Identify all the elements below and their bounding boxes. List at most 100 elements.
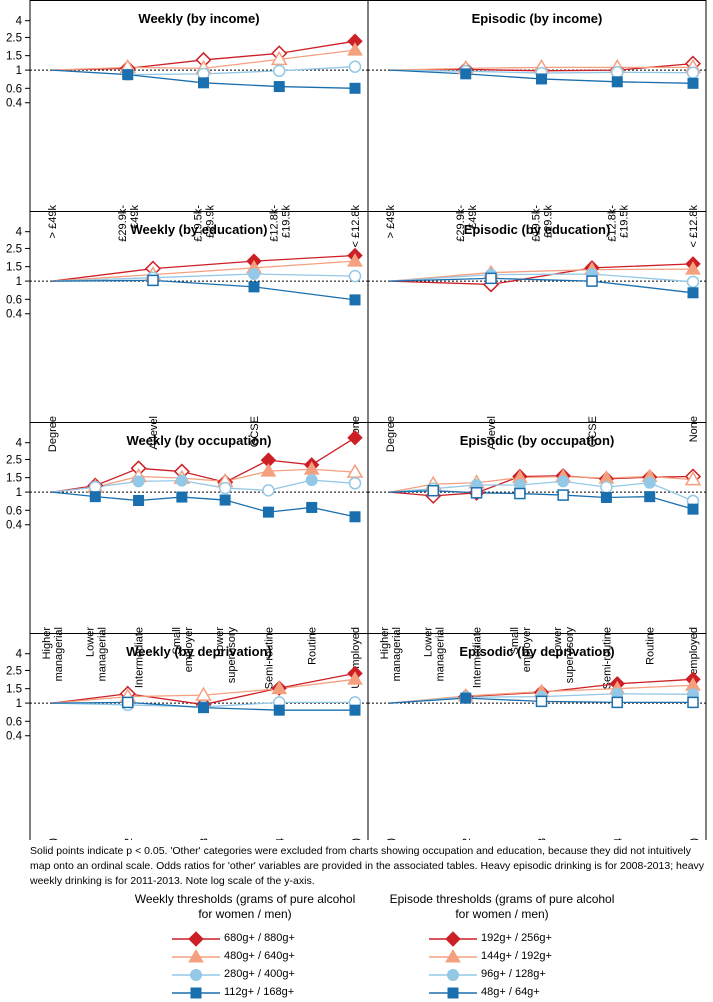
- legend-marker: [445, 931, 461, 947]
- legend-weekly-label-2: 480g+ / 640g+: [224, 950, 295, 962]
- data-point: [176, 491, 188, 503]
- data-point: [262, 506, 274, 518]
- legend-episodic-label-3: 96g+ / 128g+: [481, 968, 546, 980]
- data-point: [348, 477, 362, 490]
- data-point: [460, 692, 472, 704]
- data-point: [175, 474, 188, 487]
- x-category-label: Highermanagerial: [379, 627, 403, 682]
- series-line-1: [389, 263, 694, 286]
- y-tick-label: 1: [16, 276, 22, 288]
- figure-caption: Solid points indicate p < 0.05. 'Other' …: [30, 845, 707, 887]
- x-category-label: 4: [274, 838, 286, 840]
- data-point: [271, 680, 288, 695]
- series-line-4: [51, 279, 356, 301]
- x-category-label-line: supervisory: [564, 627, 576, 684]
- x-category-label-line: £19.5k-: [531, 205, 543, 242]
- x-category-label-line: Lower: [84, 627, 96, 657]
- chart-panel-6: Episodic (by occupation)Highermanagerial…: [367, 422, 707, 689]
- data-point: [460, 68, 472, 80]
- x-category-label-line: £29.9k-: [117, 205, 129, 242]
- x-category-label: Highermanagerial: [41, 627, 65, 682]
- data-point: [349, 294, 361, 306]
- y-tick-label: 2.5: [6, 32, 22, 44]
- data-point: [347, 671, 363, 685]
- x-category-label-line: £12.8k-: [268, 205, 280, 242]
- x-category-label: Unemployed: [688, 627, 700, 689]
- x-category-label: A-level: [486, 416, 498, 450]
- data-point: [685, 261, 701, 275]
- data-point: [535, 695, 548, 708]
- data-point: [218, 481, 232, 495]
- x-category-label-line: Higher: [379, 627, 391, 660]
- panel-frame: [29, 211, 369, 423]
- x-category-label-line: managerial: [434, 627, 446, 681]
- series-line-3: [51, 273, 356, 282]
- data-point: [122, 69, 134, 81]
- x-category-label-line: None: [688, 416, 700, 442]
- x-category-label-line: 2: [461, 838, 473, 840]
- y-tick-label: 0.4: [6, 731, 23, 743]
- data-point: [600, 480, 613, 494]
- x-category-label: < £12.8k: [688, 205, 700, 248]
- data-point: [586, 275, 598, 287]
- y-tick-label: 0.4: [6, 98, 23, 110]
- x-category-label-line: Semi-routine: [601, 627, 613, 689]
- y-tick-label: 2.5: [6, 454, 22, 466]
- y-tick-label: 0.4: [6, 520, 23, 532]
- data-point: [347, 430, 363, 446]
- chart-panel-2: Episodic (by income) > £49k £29.9k-£49k £19…: [367, 0, 707, 248]
- x-category-label-line: Routine: [645, 627, 657, 665]
- x-category-label-line: managerial: [391, 627, 403, 681]
- x-category-label: £19.5k-£29.9k: [531, 205, 555, 242]
- x-category-label-line: Degree: [385, 416, 397, 452]
- legend-weekly-label-3: 280g+ / 400g+: [224, 968, 295, 980]
- x-category-label-line: employer: [521, 627, 533, 673]
- legend-episodic-label-4: 48g+ / 64g+: [481, 986, 540, 998]
- x-category-label: < £12.8k: [350, 205, 362, 248]
- panel-title: Weekly (by occupation): [127, 433, 272, 448]
- y-tick-label: 1.5: [6, 684, 22, 696]
- x-category-label: Routine: [645, 627, 657, 665]
- series-line-2: [389, 268, 694, 282]
- x-category-label-line: managerial: [96, 627, 108, 681]
- x-category-label-line: £49k: [467, 205, 479, 229]
- x-category-label: Degree: [47, 416, 59, 452]
- y-tick-label: 1: [16, 698, 22, 710]
- data-point: [347, 42, 363, 56]
- data-point: [687, 287, 699, 299]
- chart-panel-7: Weekly (by deprivation) 0.4 0.6 1 1.5 2.5 4 1 (…: [6, 633, 369, 840]
- x-category-label-line: Semi-routine: [263, 627, 275, 689]
- x-category-label-line: £19.5k: [618, 205, 630, 239]
- x-category-label: Lowermanagerial: [84, 627, 108, 682]
- data-point: [536, 73, 547, 85]
- legend-weekly-label-1: 680g+ / 880g+: [224, 932, 295, 944]
- x-category-label: £12.8k-£19.5k: [606, 205, 630, 242]
- series-line-4: [389, 490, 694, 510]
- panel-frame: [367, 633, 707, 840]
- x-category-label-line: £49k: [129, 205, 141, 229]
- data-point: [611, 696, 623, 709]
- legend-episodic-item-4: 48g+ / 64g+: [427, 984, 632, 1002]
- y-tick-label: 0.6: [6, 505, 22, 517]
- data-point: [248, 281, 260, 293]
- legend-episodic-item-1: 192g+ / 256g+: [427, 930, 632, 948]
- x-category-label-line: < £12.8k: [688, 205, 700, 248]
- data-point: [687, 503, 699, 515]
- legend-weekly-item-4: 112g+ / 168g+: [170, 984, 375, 1002]
- series-line-2: [51, 260, 356, 282]
- data-point: [348, 60, 362, 73]
- x-category-label-line: 3: [537, 838, 549, 840]
- panel-frame: [367, 0, 707, 212]
- x-category-label: None: [688, 416, 700, 442]
- panel-title: Episodic (by income): [472, 11, 603, 26]
- data-point: [305, 474, 318, 487]
- y-tick-label: 1.5: [6, 262, 22, 274]
- x-category-label: Semi-routine: [263, 627, 275, 689]
- x-category-label: 4: [612, 838, 624, 840]
- legend-weekly-item-3: 280g+ / 400g+: [170, 966, 375, 984]
- x-category-label-line: £29.9k: [205, 205, 217, 239]
- data-point: [262, 484, 275, 497]
- x-category-label-line: £29.9k: [543, 205, 555, 239]
- x-category-label: Lowermanagerial: [422, 627, 446, 682]
- panel-frame: [29, 0, 369, 212]
